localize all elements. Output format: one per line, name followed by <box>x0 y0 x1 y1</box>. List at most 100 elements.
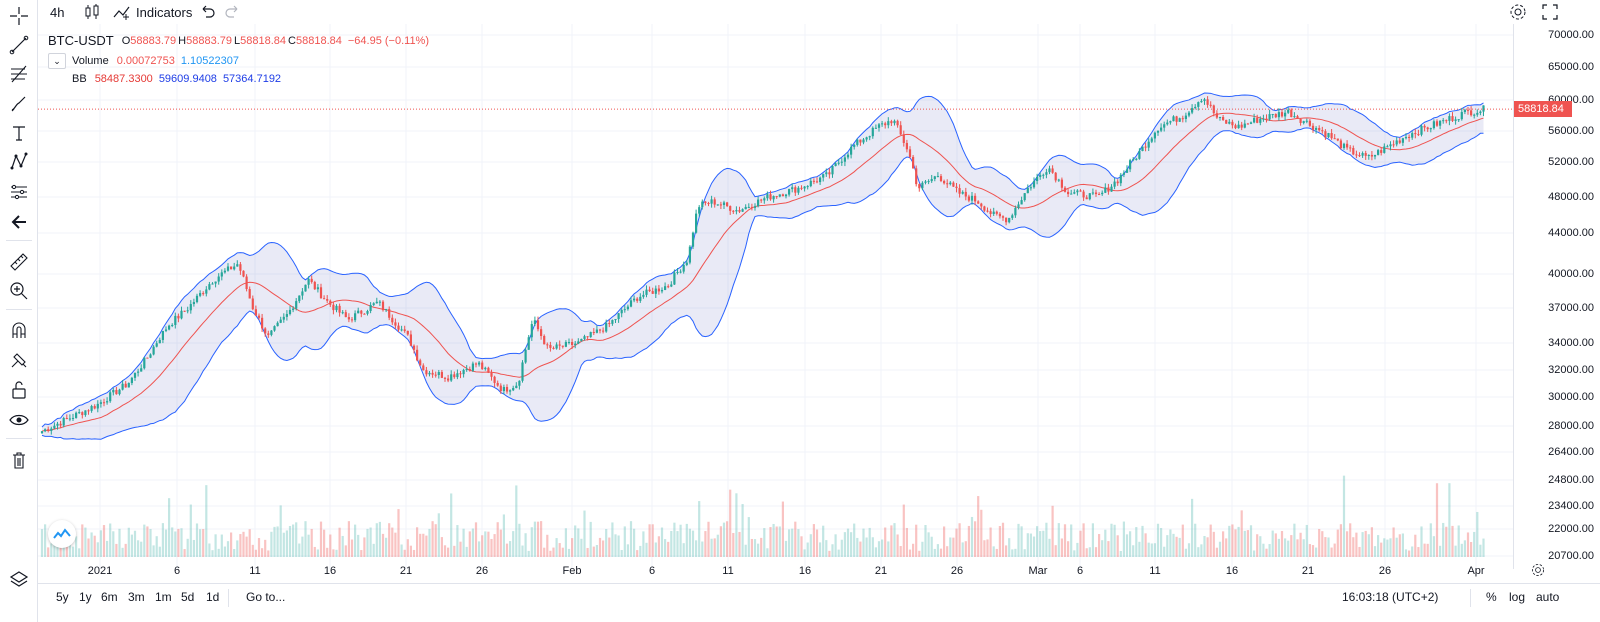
volume-bar <box>412 549 416 557</box>
trash-icon[interactable] <box>5 446 33 474</box>
candle-body <box>471 363 474 371</box>
candle-body <box>1237 124 1240 129</box>
brush-icon[interactable] <box>5 90 33 118</box>
chart-pane[interactable] <box>38 24 1513 569</box>
tradingview-logo-icon[interactable] <box>48 520 76 548</box>
ruler-icon[interactable] <box>5 248 33 276</box>
fullscreen-icon[interactable] <box>1540 2 1560 22</box>
prediction-icon[interactable] <box>5 178 33 206</box>
volume-bar <box>130 534 133 557</box>
candle-body <box>651 291 654 294</box>
candle-body <box>1271 114 1274 116</box>
candle-body <box>1249 122 1253 124</box>
percent-toggle[interactable]: % <box>1486 590 1497 604</box>
bollinger-lower-line <box>41 127 1484 440</box>
volume-bar <box>47 547 50 557</box>
chart-type-candles-icon[interactable] <box>82 2 102 22</box>
candle-body <box>81 412 84 416</box>
candle-body <box>1473 114 1476 116</box>
candle-body <box>456 373 459 378</box>
volume-bar <box>549 550 552 557</box>
volume-bar <box>192 539 195 557</box>
volume-bar <box>679 524 682 557</box>
magnet-icon[interactable] <box>5 317 33 345</box>
volume-bar <box>434 524 437 557</box>
candle-body <box>1454 119 1457 121</box>
candle-body <box>189 304 192 311</box>
range-1m[interactable]: 1m <box>155 590 172 604</box>
candle-body <box>323 298 326 300</box>
eye-icon[interactable] <box>5 406 33 434</box>
candle-body <box>1060 179 1063 188</box>
candle-body <box>248 289 251 299</box>
volume-bar <box>164 529 168 557</box>
trend-line-icon[interactable] <box>5 31 33 59</box>
volume-bar <box>825 540 828 557</box>
candle-body <box>726 202 729 207</box>
volume-bar <box>319 521 323 557</box>
candle-body <box>1184 115 1187 119</box>
goto-date-button[interactable]: Go to... <box>246 590 286 604</box>
indicators-button[interactable]: Indicators <box>112 2 192 22</box>
axis-settings-gear-icon[interactable] <box>1530 562 1550 582</box>
volume-bar <box>251 544 254 557</box>
candle-body <box>447 378 450 381</box>
settings-gear-icon[interactable] <box>1508 2 1528 22</box>
volume-bar <box>344 545 347 557</box>
candle-body <box>809 180 812 187</box>
volume-bar <box>282 532 285 557</box>
price-chart[interactable] <box>38 24 1513 569</box>
volume-bar <box>788 529 791 557</box>
candle-body <box>744 206 747 210</box>
candle-body <box>1194 106 1197 109</box>
candle-body <box>1225 119 1228 124</box>
volume-bar <box>292 524 295 557</box>
range-1d[interactable]: 1d <box>206 590 220 604</box>
volume-bar <box>459 541 462 557</box>
volume-bar <box>112 531 115 557</box>
candle-body <box>1479 111 1482 113</box>
clock[interactable]: 16:03:18 (UTC+2) <box>1342 590 1439 604</box>
legend-collapse-chevron-icon[interactable]: ⌄ <box>48 53 66 69</box>
volume-bar <box>264 539 267 557</box>
candle-body <box>462 369 465 375</box>
candle-body <box>130 377 133 384</box>
pattern-icon[interactable] <box>5 148 33 176</box>
candle-body <box>307 278 310 285</box>
candle-body <box>434 374 437 376</box>
candle-body <box>1104 187 1107 193</box>
crosshair-icon[interactable] <box>5 2 33 30</box>
interval-button[interactable]: 4h <box>50 4 65 20</box>
range-6m[interactable]: 6m <box>101 590 118 604</box>
volume-bar <box>958 523 961 557</box>
volume-bar <box>1070 524 1073 557</box>
fib-retracement-icon[interactable] <box>5 60 33 88</box>
symbol-label[interactable]: BTC-USDT <box>48 33 114 48</box>
redo-icon[interactable] <box>222 2 242 22</box>
auto-toggle[interactable]: auto <box>1536 590 1560 604</box>
layers-icon[interactable] <box>5 566 33 594</box>
price-axis-label: 32000.00 <box>1548 364 1594 376</box>
undo-icon[interactable] <box>198 2 218 22</box>
range-3m[interactable]: 3m <box>128 590 145 604</box>
candle-body <box>741 209 744 212</box>
volume-bar <box>602 540 605 557</box>
time-axis[interactable]: 2021 6 11 16 21 26 Feb 6 11 16 21 26 Mar 6 11 16 21 26 Apr <box>38 565 1513 583</box>
candle-body <box>313 281 316 290</box>
volume-bar <box>347 521 350 557</box>
text-tool-icon[interactable] <box>5 119 33 147</box>
range-5y[interactable]: 5y <box>56 590 69 604</box>
price-axis-label: 24800.00 <box>1548 474 1594 486</box>
price-axis-label: 23400.00 <box>1548 500 1594 512</box>
back-arrow-icon[interactable] <box>5 208 33 236</box>
range-5d[interactable]: 5d <box>181 590 195 604</box>
lock-drawing-icon[interactable] <box>5 346 33 374</box>
unlock-icon[interactable] <box>5 376 33 404</box>
range-1y[interactable]: 1y <box>79 590 92 604</box>
candle-body <box>654 288 657 294</box>
volume-bar <box>791 528 794 557</box>
zoom-in-icon[interactable] <box>5 277 33 305</box>
log-toggle[interactable]: log <box>1509 590 1526 604</box>
price-axis-label: 22000.00 <box>1548 523 1594 535</box>
price-axis[interactable]: 70000.00 65000.00 60000.00 56000.00 52000.00… <box>1513 24 1600 569</box>
